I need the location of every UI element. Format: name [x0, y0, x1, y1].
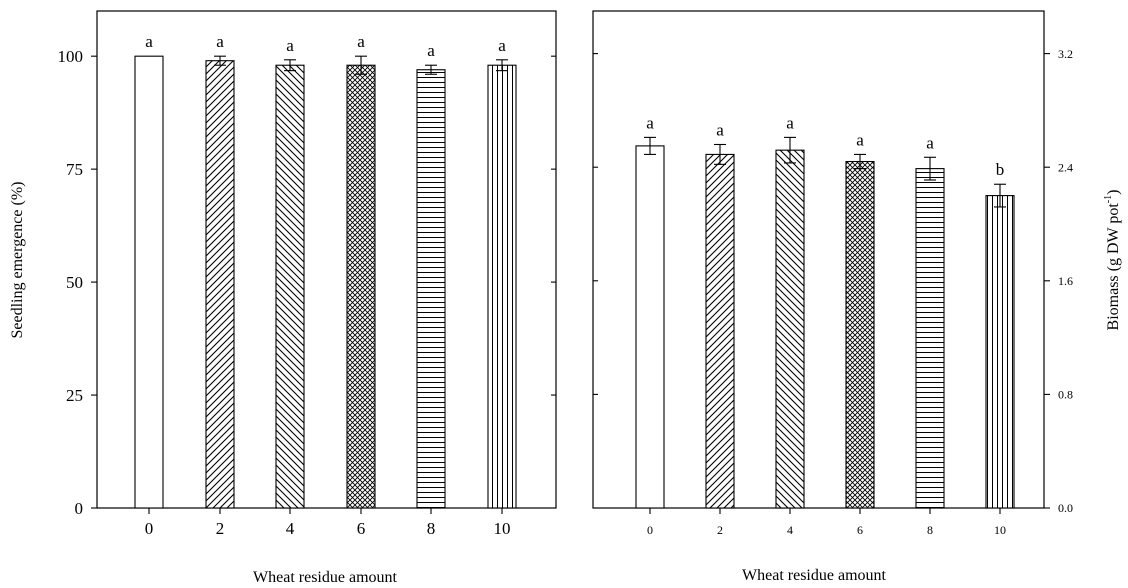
bar [985, 195, 1015, 509]
bar [705, 153, 735, 509]
panel-left: 0 25 50 75 100 a 0 a 2 a 4 a 6 a 8 a 10 Wheat residue amo… [9, 10, 557, 586]
x-tick-label: 6 [857, 523, 863, 537]
panel-right: 0.0 0.8 1.6 2.4 3.2 a 0 a 2 a 4 a 6 a 8 b 10 Wheat residu… [592, 10, 1122, 584]
x-tick-label: 0 [647, 523, 653, 537]
significance-label: a [856, 130, 864, 149]
significance-label: a [357, 32, 365, 51]
y-tick-label: 0 [75, 499, 84, 518]
y-tick-label: 25 [66, 386, 83, 405]
plot-frame [592, 10, 1045, 509]
significance-label: a [716, 120, 724, 139]
significance-label: a [498, 36, 506, 55]
bar [416, 69, 446, 509]
significance-label: a [926, 133, 934, 152]
y-tick-label: 1.6 [1058, 274, 1073, 288]
plot-frame [96, 10, 557, 509]
x-tick-label: 6 [357, 519, 366, 538]
significance-label: a [286, 36, 294, 55]
y-tick-label: 2.4 [1058, 160, 1073, 174]
significance-label: b [996, 160, 1005, 179]
bar [915, 168, 945, 509]
significance-label: a [786, 113, 794, 132]
bar [635, 145, 665, 509]
x-tick-label: 10 [994, 523, 1006, 537]
x-tick-label: 4 [787, 523, 793, 537]
x-tick-label: 0 [145, 519, 154, 538]
y-tick-label: 75 [66, 160, 83, 179]
y-axis-label: Biomass (g DW pot-1) [1103, 190, 1122, 331]
x-tick-label: 2 [717, 523, 723, 537]
x-tick-label: 2 [216, 519, 225, 538]
x-axis-label: Wheat residue amount [742, 567, 887, 584]
bar [775, 149, 805, 509]
y-axis-label-close: ) [1105, 190, 1122, 195]
y-tick-label: 0.0 [1058, 501, 1073, 515]
significance-label: a [145, 32, 153, 51]
x-tick-label: 4 [286, 519, 295, 538]
bar [275, 64, 305, 509]
y-tick-label: 100 [58, 47, 84, 66]
significance-label: a [427, 41, 435, 60]
bar [205, 60, 235, 509]
bar [346, 64, 376, 509]
x-tick-label: 10 [494, 519, 511, 538]
bar [134, 55, 164, 509]
y-tick-label: 50 [66, 273, 83, 292]
y-axis-label: Seedling emergence (%) [9, 182, 26, 339]
x-tick-label: 8 [427, 519, 436, 538]
x-axis-label: Wheat residue amount [253, 569, 398, 586]
y-axis-label-main: Biomass (g DW pot [1105, 203, 1122, 331]
y-tick-label: 0.8 [1058, 388, 1073, 402]
significance-label: a [216, 32, 224, 51]
y-axis-label-superscript: -1 [1103, 195, 1114, 203]
significance-label: a [646, 113, 654, 132]
y-tick-label: 3.2 [1058, 47, 1073, 61]
x-tick-label: 8 [927, 523, 933, 537]
bar [487, 64, 517, 509]
bar [845, 160, 875, 509]
